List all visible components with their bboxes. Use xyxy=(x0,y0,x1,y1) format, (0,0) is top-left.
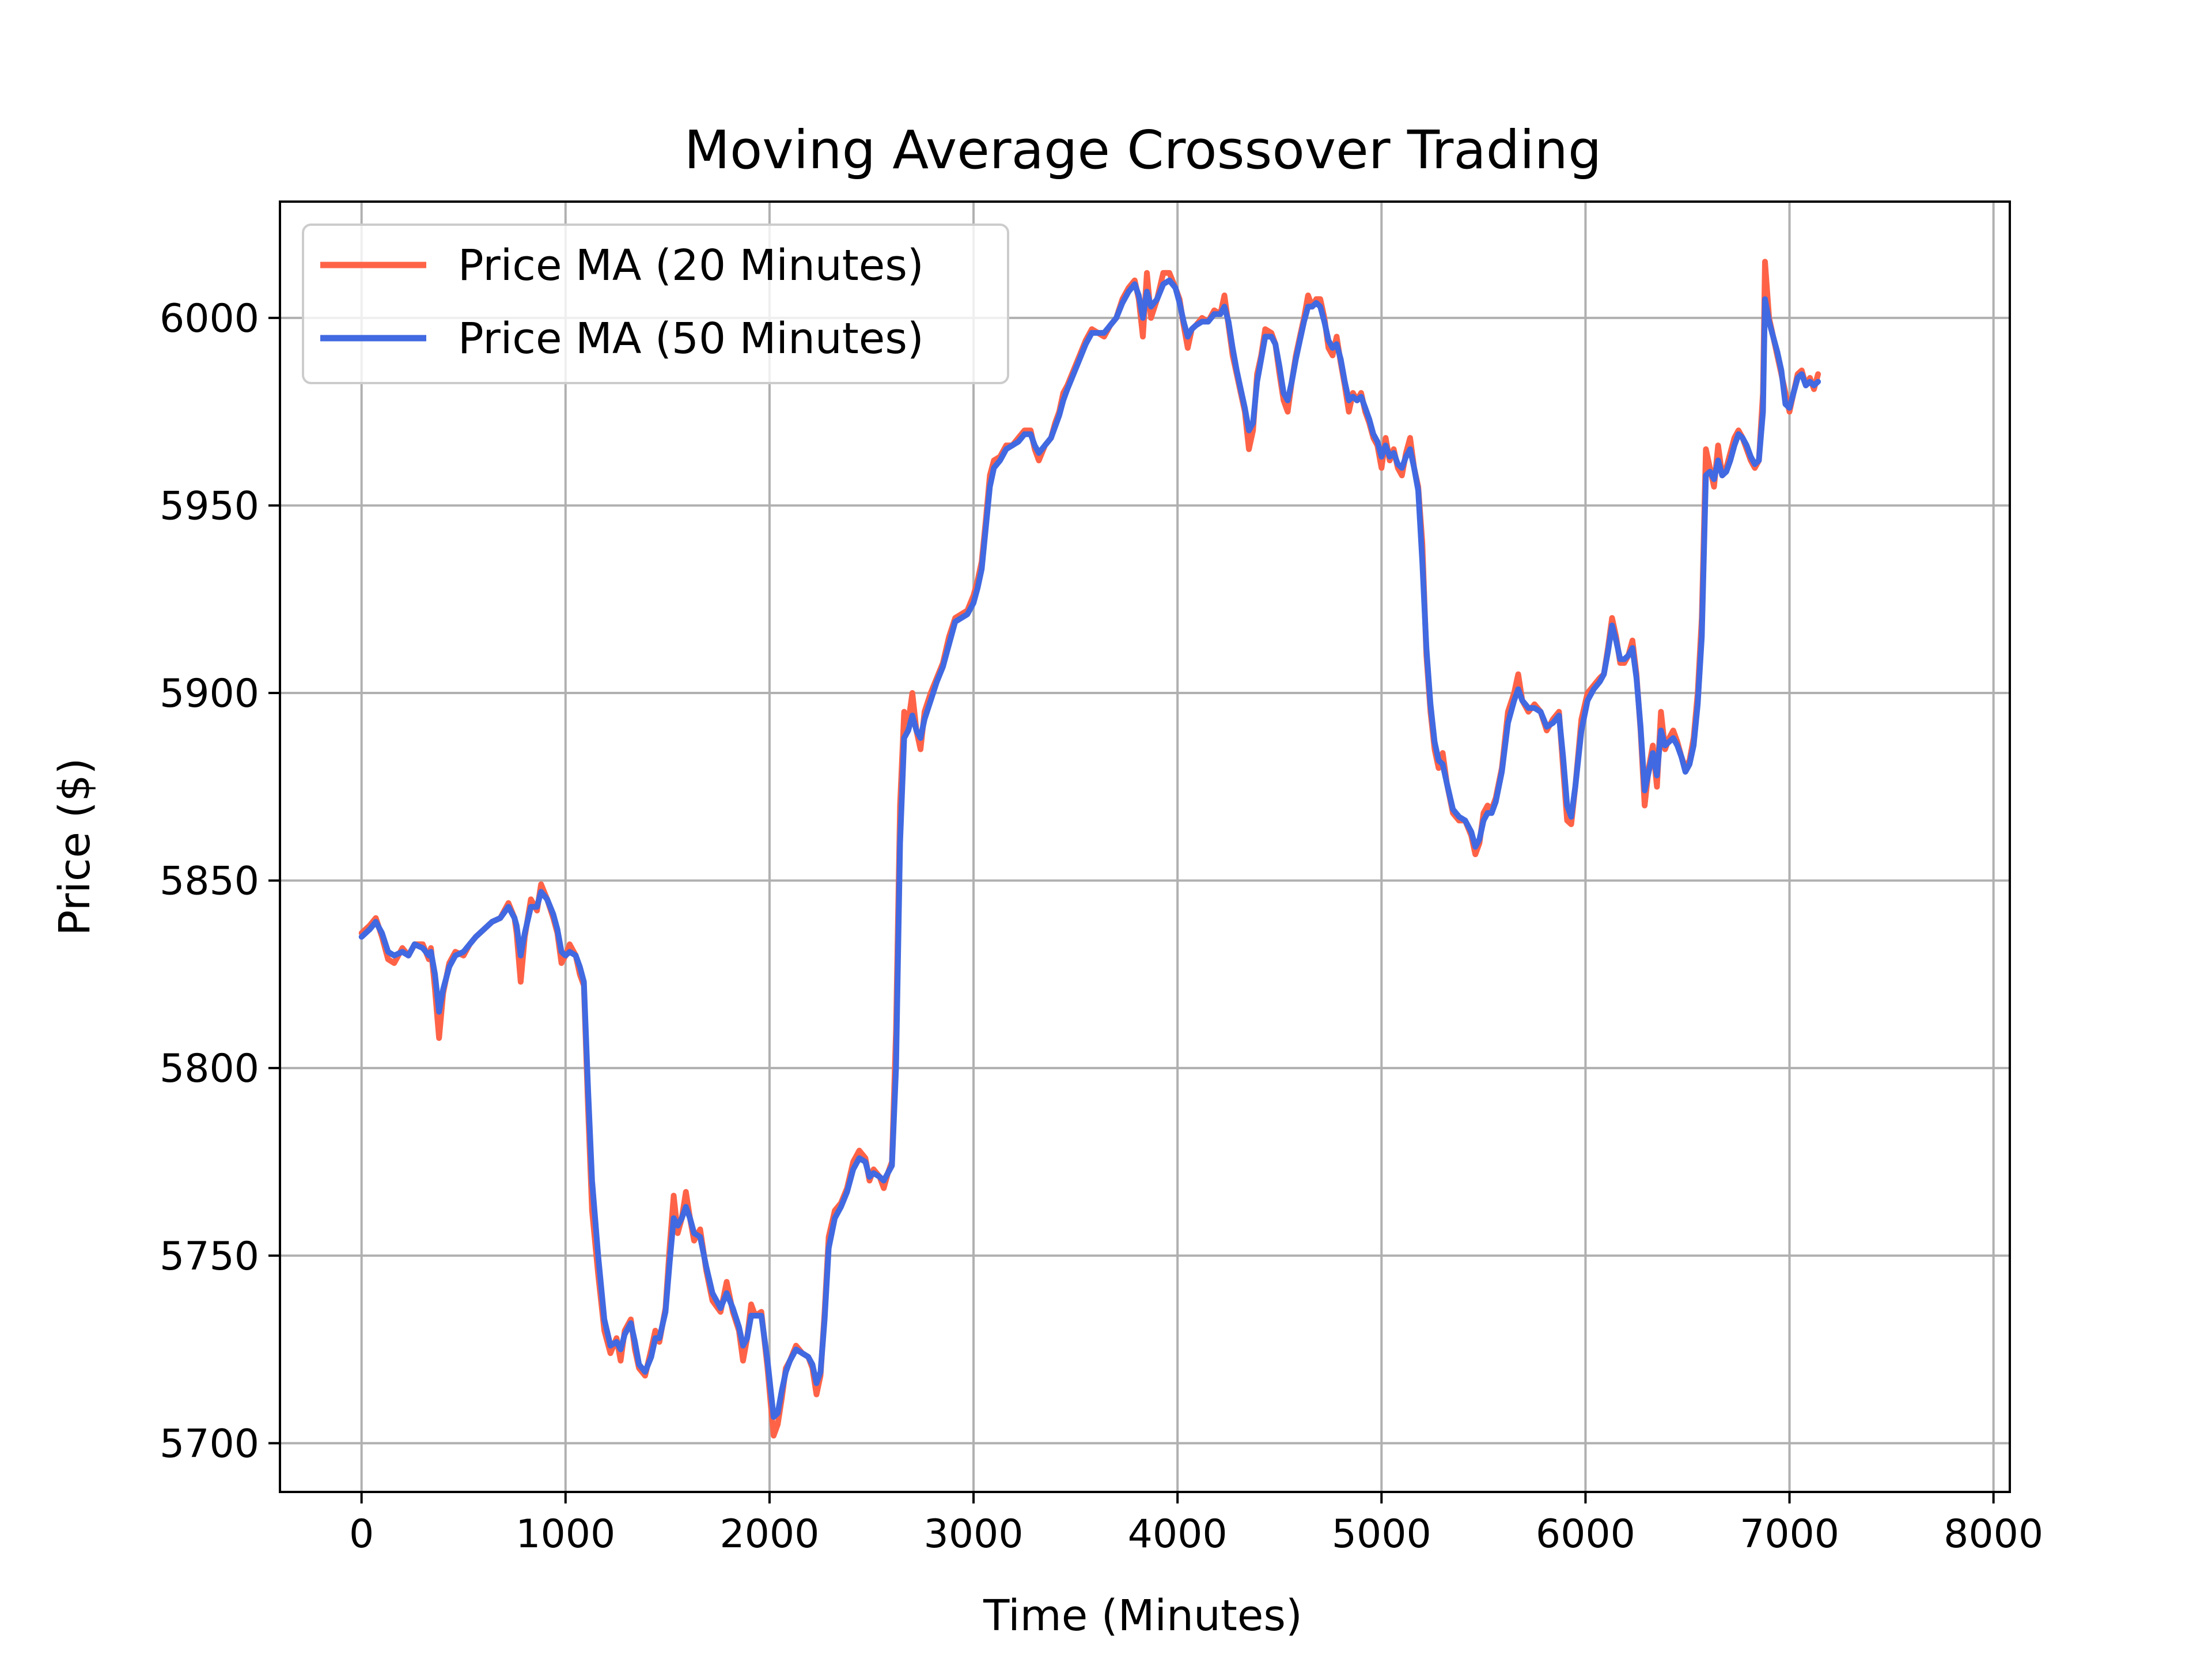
x-tick-label: 3000 xyxy=(924,1512,1024,1557)
x-axis-ticks: 0 1000 2000 3000 4000 5000 6000 7000 8000 xyxy=(349,1492,2043,1557)
x-tick-label: 4000 xyxy=(1128,1512,1228,1557)
x-tick-label: 0 xyxy=(349,1512,374,1557)
legend-label-ma50: Price MA (50 Minutes) xyxy=(458,314,924,363)
y-axis-ticks: 5700 5750 5800 5850 5900 5950 6000 xyxy=(160,296,280,1467)
y-axis-label: Price ($) xyxy=(50,758,100,936)
x-tick-label: 6000 xyxy=(1536,1512,1635,1557)
x-tick-label: 1000 xyxy=(516,1512,615,1557)
ma50-line xyxy=(358,277,1821,1420)
x-axis-label: Time (Minutes) xyxy=(983,1591,1302,1641)
y-tick-label: 5950 xyxy=(160,483,259,529)
legend-label-ma20: Price MA (20 Minutes) xyxy=(458,241,924,290)
y-tick-label: 5900 xyxy=(160,671,259,717)
grid-lines xyxy=(280,202,2010,1492)
y-tick-label: 6000 xyxy=(160,296,259,342)
x-tick-label: 5000 xyxy=(1332,1512,1431,1557)
y-tick-label: 5800 xyxy=(160,1046,259,1092)
y-tick-label: 5750 xyxy=(160,1234,259,1279)
x-tick-label: 2000 xyxy=(719,1512,819,1557)
y-tick-label: 5850 xyxy=(160,859,259,904)
series-lines xyxy=(358,259,1821,1439)
legend-box xyxy=(302,224,1009,384)
x-tick-label: 8000 xyxy=(1944,1512,2043,1557)
plot-area-frame xyxy=(279,200,2011,1493)
chart-title: Moving Average Crossover Trading xyxy=(684,119,1602,181)
legend: Price MA (20 Minutes) Price MA (50 Minut… xyxy=(302,224,1009,384)
x-tick-label: 7000 xyxy=(1740,1512,1839,1557)
y-tick-label: 5700 xyxy=(160,1421,259,1467)
